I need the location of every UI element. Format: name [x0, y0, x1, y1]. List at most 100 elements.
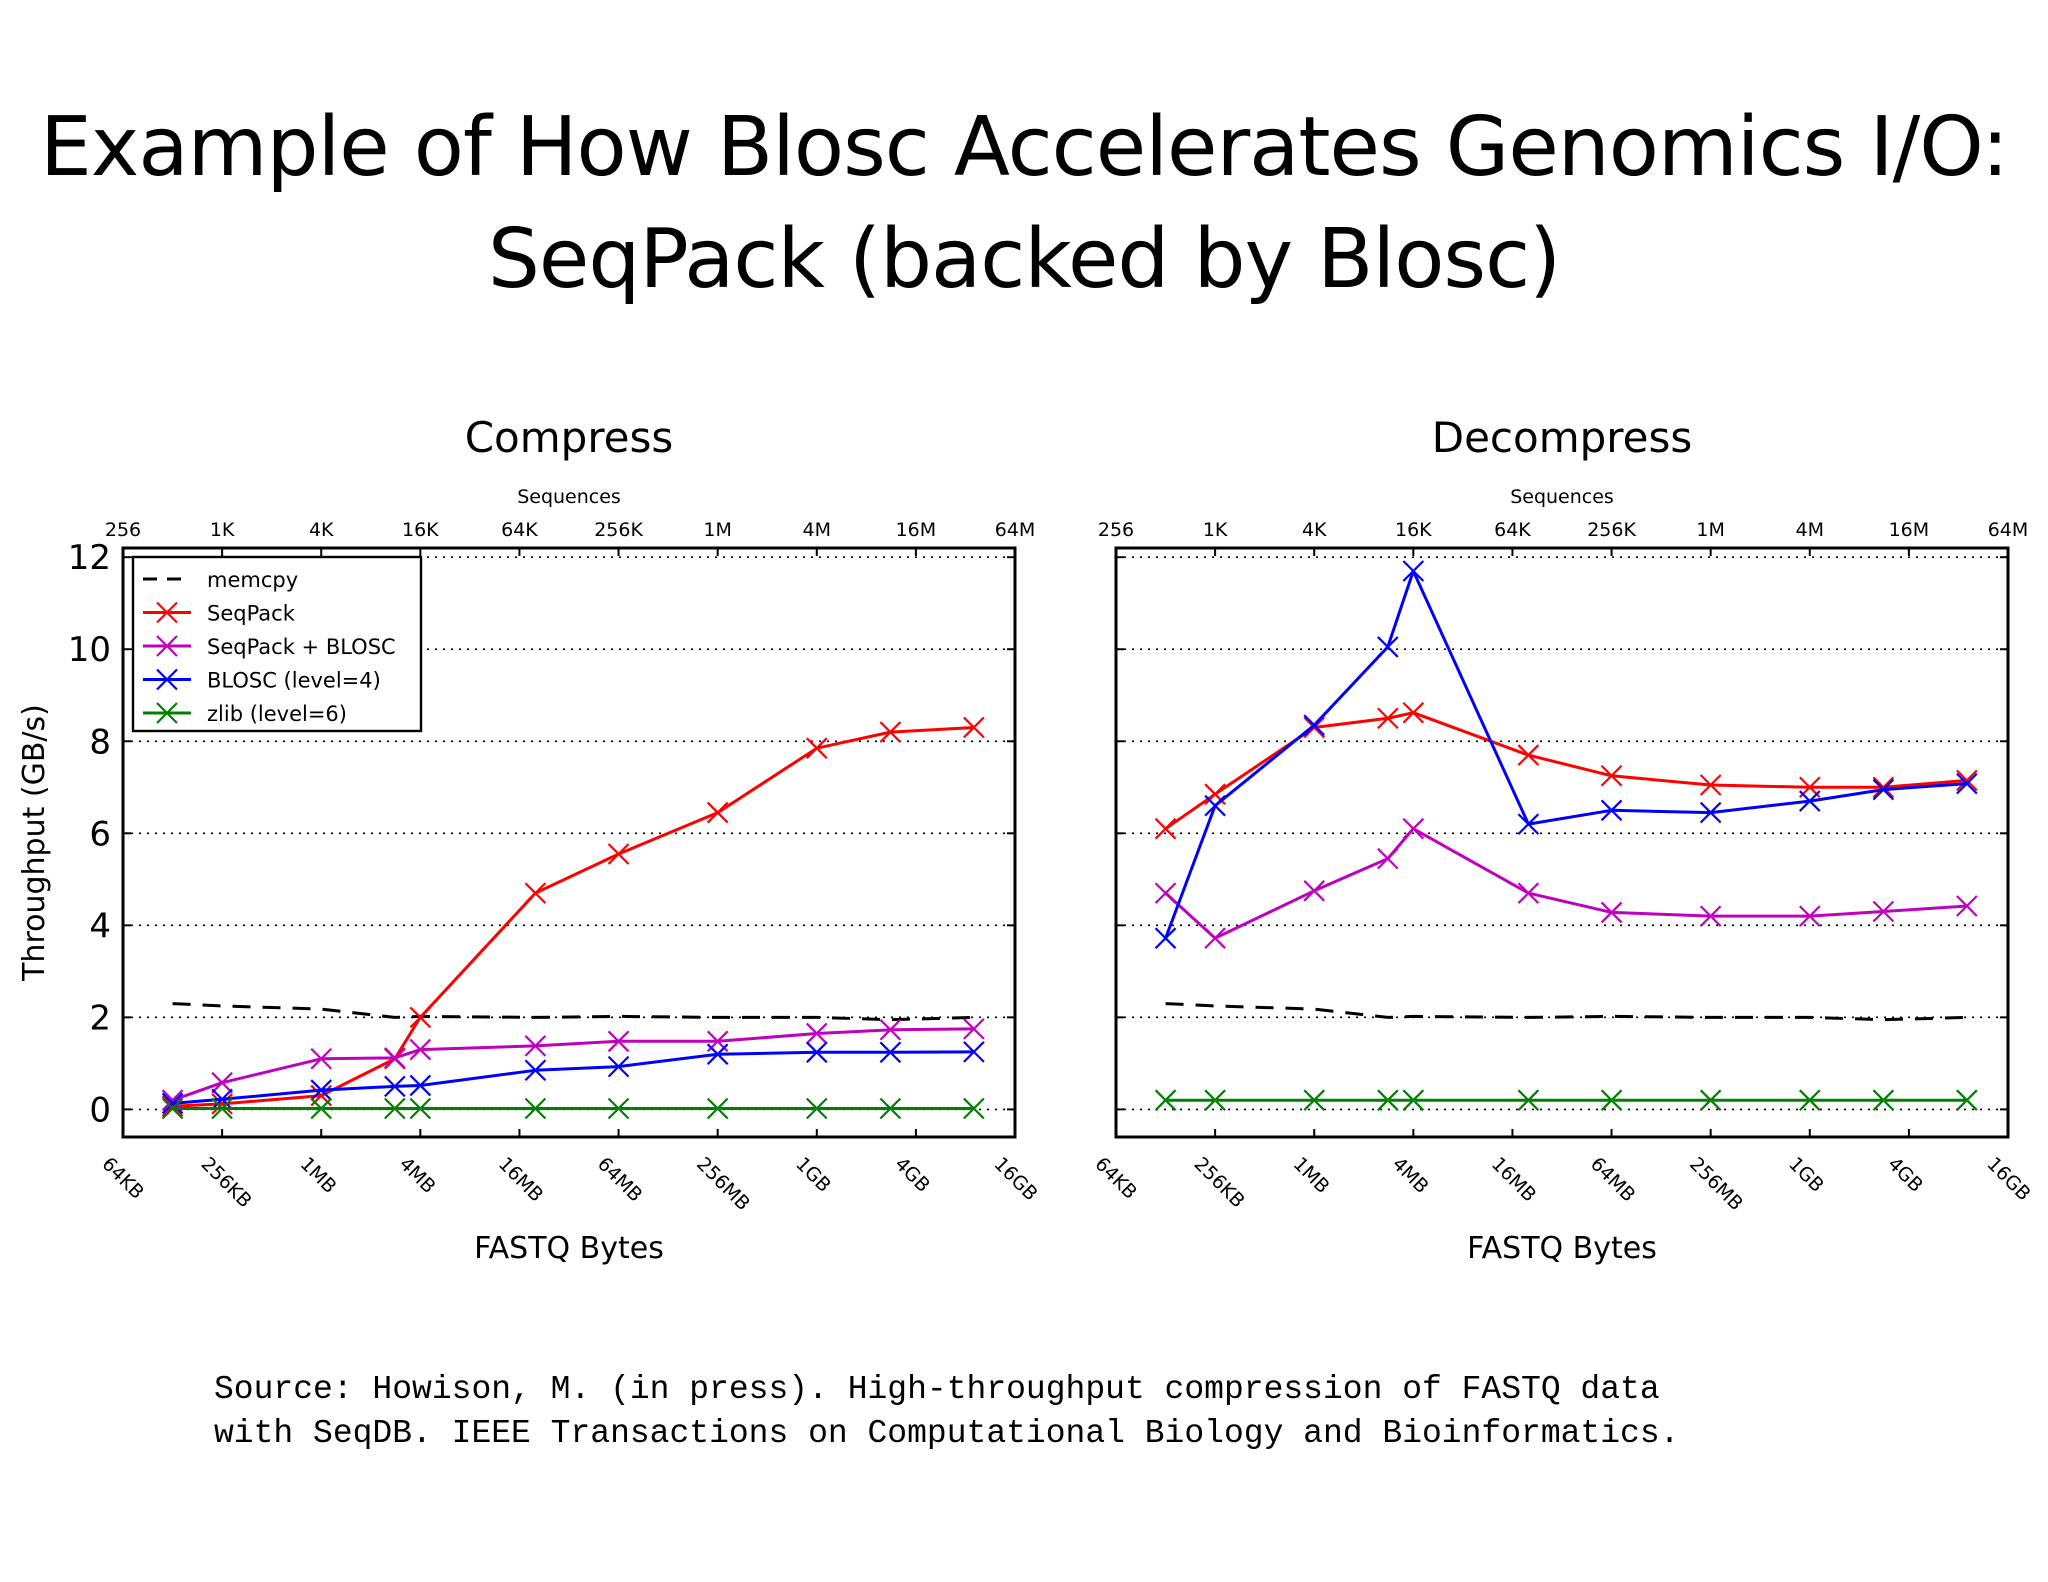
top-tick-label: 16M [896, 519, 937, 541]
plot-frame [1114, 546, 2010, 1139]
data-point-marker [310, 1047, 332, 1070]
data-point-marker [879, 721, 902, 743]
data-point-marker [1154, 927, 1177, 949]
top-tick-label: 1K [1203, 519, 1228, 541]
y-axis-title: Throughput (GB/s) [17, 704, 52, 982]
data-point-marker [384, 1047, 406, 1069]
series-line [1164, 711, 1968, 830]
data-point-marker [1956, 895, 1978, 917]
x-axis-title: FASTQ Bytes [474, 1231, 664, 1266]
data-point-marker [1517, 744, 1540, 766]
chart-panel-decompress: Decompress Sequences 64KB 256KB 1MB 4MB 16MB 64… [1090, 413, 2034, 1266]
x-tick-label: 1GB [791, 1153, 835, 1197]
data-point-marker [409, 1074, 432, 1097]
series-seqpack [161, 716, 985, 1117]
top-tick-label: 1M [703, 519, 731, 541]
data-point-marker [384, 1097, 406, 1120]
slide-title-line-1: Example of How Blosc Accelerates Genomic… [39, 100, 2009, 195]
series-line [172, 1050, 974, 1105]
data-point-marker [607, 1055, 630, 1078]
y-tick-label: 6 [89, 814, 111, 854]
series-memcpy [1165, 1002, 1967, 1022]
data-point-marker [211, 1097, 233, 1120]
data-point-marker [524, 882, 547, 904]
top-tick-label: 64K [501, 519, 538, 541]
data-point-marker [1956, 772, 1978, 795]
data-point-marker [1377, 707, 1399, 730]
data-point-marker [1699, 905, 1722, 927]
x-tick-label: 1MB [1289, 1153, 1334, 1198]
data-point-marker [963, 1041, 985, 1063]
data-point-marker [879, 1097, 902, 1120]
x-tick-label: 16GB [1982, 1153, 2034, 1205]
x-tick-label: 64KB [97, 1153, 148, 1204]
series-line [1164, 827, 1967, 940]
data-point-marker [1377, 847, 1399, 870]
legend-label: memcpy [207, 568, 298, 592]
data-point-marker [1872, 900, 1895, 923]
data-point-marker [1799, 1089, 1821, 1111]
legend: memcpy SeqPack SeqPack + BLOSC BLOSC (level… [131, 555, 423, 733]
data-point-marker [1154, 882, 1177, 904]
x-tick-label: 256MB [1685, 1153, 1747, 1215]
slide-title-line-2: SeqPack (backed by Blosc) [487, 212, 1561, 307]
series-blosc-level-4 [161, 1041, 985, 1115]
top-tick-label: 256K [1587, 519, 1636, 541]
data-point-marker [706, 1097, 729, 1120]
data-point-marker [1377, 636, 1399, 658]
legend-label: SeqPack + BLOSC [207, 635, 396, 659]
top-axis-label: Sequences [517, 486, 621, 508]
data-point-marker [1517, 813, 1540, 835]
top-tick-label: 64M [995, 519, 1036, 541]
data-point-marker [1699, 774, 1722, 796]
data-point-marker [879, 1041, 902, 1064]
data-point-marker [1799, 905, 1821, 927]
panel-title: Compress [465, 413, 674, 462]
y-tick-label: 4 [89, 906, 111, 946]
data-point-marker [1956, 1089, 1978, 1111]
plot-frame [121, 546, 1017, 1139]
data-point-marker [706, 1043, 729, 1065]
data-point-marker [607, 1030, 630, 1053]
legend-item: SeqPack + BLOSC [143, 635, 396, 659]
x-tick-label: 4GB [1883, 1153, 1927, 1197]
data-point-marker [161, 1089, 184, 1111]
series-seqpack-blosc [1154, 817, 1978, 949]
data-point-marker [211, 1088, 233, 1111]
data-point-marker [1517, 882, 1540, 904]
data-point-marker [161, 1092, 184, 1115]
data-point-marker [211, 1071, 233, 1094]
series-zlib-level-6 [161, 1097, 985, 1120]
legend-item: SeqPack [143, 602, 296, 626]
x-tick-label: 64KB [1090, 1153, 1141, 1204]
y-tick-label: 12 [68, 538, 111, 578]
top-tick-label: 1M [1696, 519, 1724, 541]
x-tick-label: 4MB [395, 1153, 440, 1198]
x-tick-label: 16MB [494, 1153, 547, 1206]
data-point-marker [1600, 901, 1623, 924]
top-tick-label: 4M [803, 519, 831, 541]
data-point-marker [524, 1035, 547, 1057]
top-tick-label: 256K [594, 519, 643, 541]
data-point-marker [1402, 817, 1425, 840]
x-tick-label: 256MB [692, 1153, 754, 1215]
data-point-marker [706, 801, 729, 824]
series-line [172, 1002, 974, 1022]
data-point-marker [1204, 794, 1226, 817]
legend-marker [156, 635, 178, 657]
top-tick-label: 1K [210, 519, 235, 541]
top-tick-label: 16K [402, 519, 439, 541]
data-point-marker [161, 1097, 184, 1120]
data-point-marker [1517, 1089, 1540, 1111]
x-tick-label: 64MB [1586, 1153, 1639, 1206]
data-point-marker [806, 737, 828, 759]
y-tick-label: 0 [89, 1090, 111, 1130]
data-point-marker [409, 1006, 432, 1029]
data-point-marker [607, 843, 630, 865]
data-point-marker [963, 716, 985, 739]
data-point-marker [1699, 801, 1722, 824]
top-tick-label: 4M [1796, 519, 1824, 541]
data-point-marker [161, 1095, 184, 1117]
legend-item: memcpy [143, 568, 298, 592]
x-tick-label: 256KB [197, 1153, 256, 1212]
